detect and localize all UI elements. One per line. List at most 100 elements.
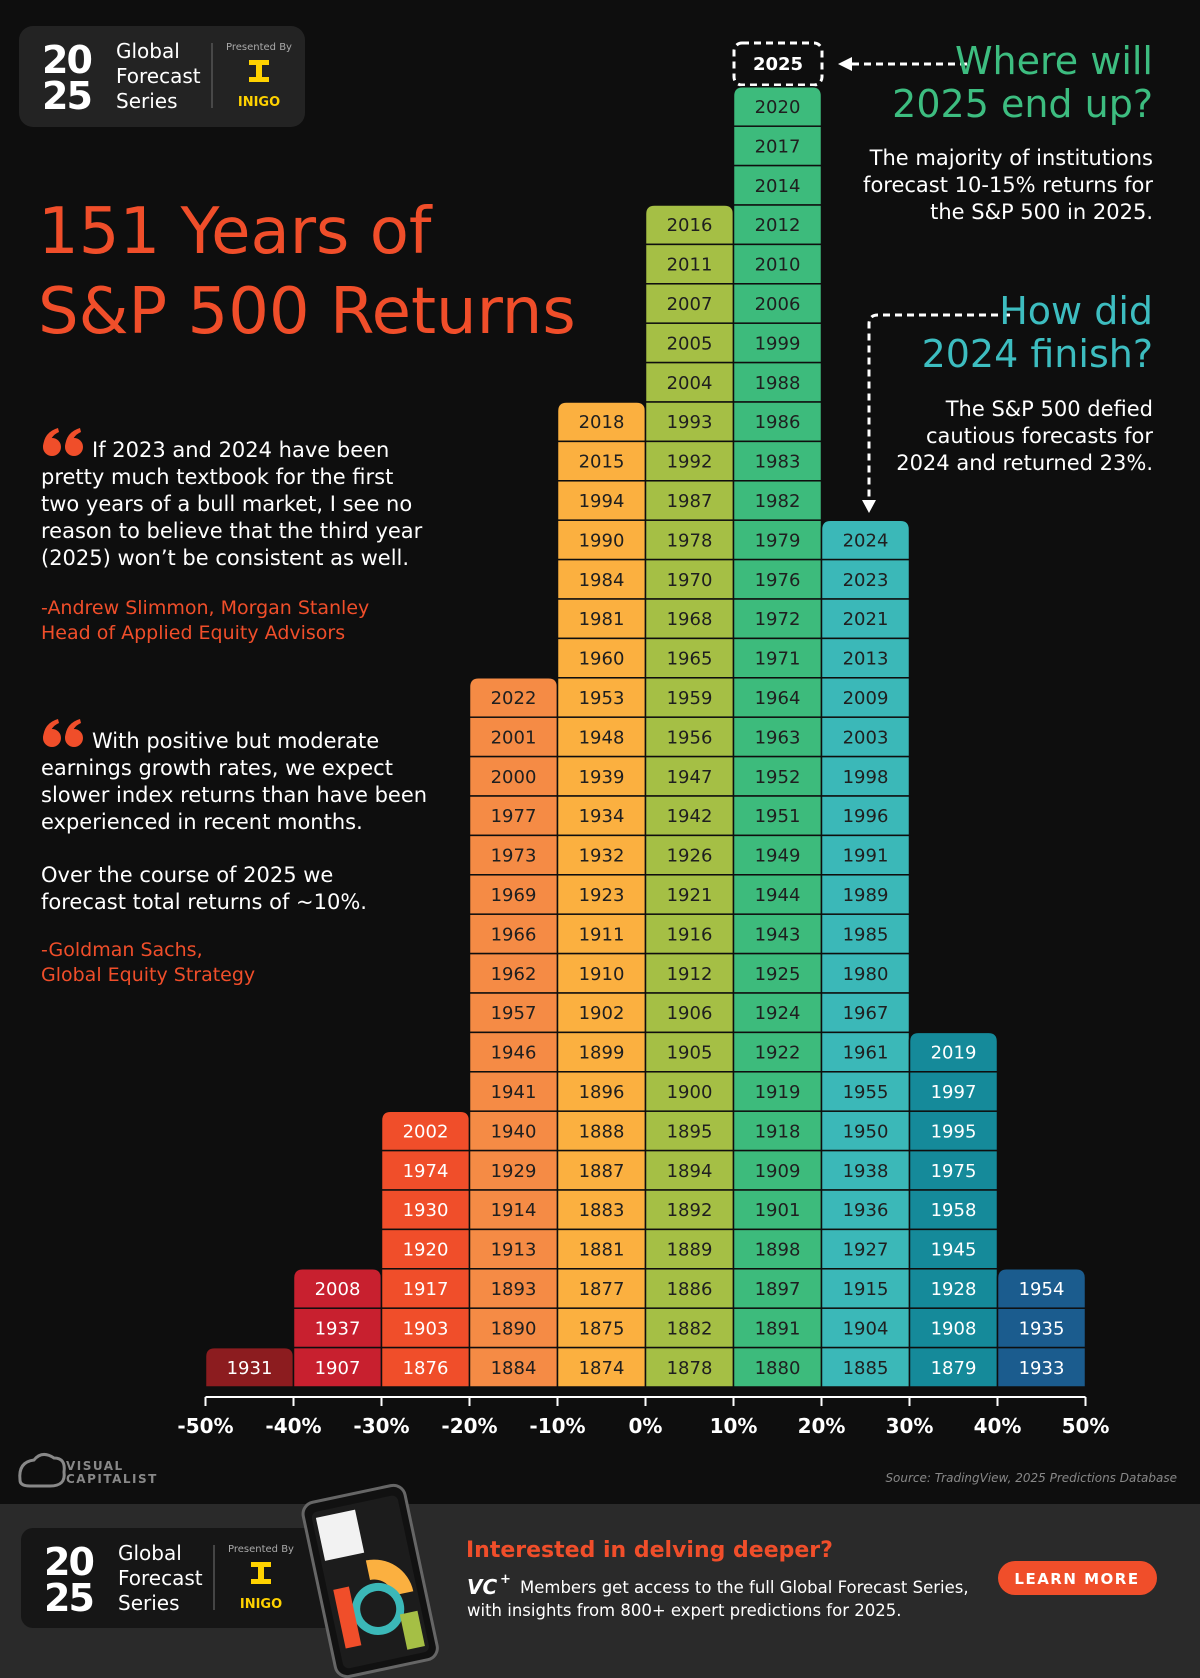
year-label: 1911	[579, 924, 625, 945]
year-cell	[468, 992, 559, 1034]
year-label: 2005	[667, 333, 713, 354]
x-tick-label: -40%	[265, 1414, 321, 1438]
logo-box	[21, 1528, 340, 1628]
year-label: 1882	[667, 1318, 713, 1339]
year-label: 1929	[491, 1161, 537, 1182]
year-label: 1915	[843, 1279, 889, 1300]
year-label: 1895	[667, 1121, 713, 1142]
button-label[interactable]: LEARN MORE	[1014, 1570, 1139, 1588]
logo-bottom: 25	[42, 74, 91, 118]
year-cell	[468, 1149, 559, 1191]
annotation-text: forecast 10-15% returns for	[863, 173, 1153, 197]
learn-more-button[interactable]: LEARN MORE	[998, 1561, 1157, 1595]
brand-text: CAPITALIST	[66, 1472, 158, 1486]
year-label: 1909	[755, 1161, 801, 1182]
year-cell	[820, 519, 911, 561]
year-cell	[820, 1031, 911, 1073]
year-cell	[996, 1307, 1087, 1349]
year-cell	[556, 598, 647, 640]
year-label: 2011	[667, 255, 713, 276]
quote-tail	[43, 719, 59, 738]
x-tick-label: 20%	[798, 1414, 846, 1438]
year-label: 1982	[755, 491, 801, 512]
year-label: 1965	[667, 649, 713, 670]
brand-text: VISUAL	[66, 1459, 124, 1473]
year-cell	[468, 1110, 559, 1152]
logo-bottom: 25	[44, 1576, 93, 1620]
year-label: 1887	[579, 1161, 625, 1182]
year-label: 1892	[667, 1200, 713, 1221]
year-cell	[644, 1228, 735, 1270]
x-tick-label: 50%	[1062, 1414, 1110, 1438]
year-cell	[644, 1346, 735, 1388]
series-line: Series	[118, 1591, 180, 1615]
year-label: 1934	[579, 806, 625, 827]
year-label: 1985	[843, 924, 889, 945]
annotation-heading: How did	[999, 289, 1153, 333]
year-cell	[732, 86, 823, 127]
year-label: 2015	[579, 452, 625, 473]
series-line: Series	[116, 89, 178, 113]
year-label: 2013	[843, 649, 889, 670]
year-cell	[820, 1110, 911, 1152]
year-label: 1979	[755, 530, 801, 551]
quote-tail	[43, 428, 59, 447]
year-label: 2017	[755, 136, 801, 157]
year-label: 1906	[667, 1003, 713, 1024]
annotation-text: The S&P 500 defied	[945, 397, 1153, 421]
year-cell	[644, 401, 735, 443]
year-cell	[468, 755, 559, 797]
year-cell	[820, 716, 911, 758]
year-cell	[468, 1189, 559, 1231]
year-label: 2006	[755, 294, 801, 315]
year-cell	[996, 1346, 1087, 1388]
year-cell	[908, 1228, 999, 1270]
button-bg[interactable]	[998, 1561, 1157, 1595]
phone-graphic	[301, 1483, 439, 1678]
title-line: 151 Years of	[38, 195, 433, 269]
year-cell	[556, 952, 647, 994]
arrow-head	[838, 57, 852, 71]
year-label: 1951	[755, 806, 801, 827]
year-label: 1913	[491, 1240, 537, 1261]
series-line: Global	[118, 1541, 182, 1565]
annotation-heading: 2024 finish?	[922, 332, 1153, 376]
footer-heading: Interested in delving deeper?	[466, 1538, 833, 1563]
footer-text: Members get access to the full Global Fo…	[520, 1578, 969, 1597]
year-label: 1958	[931, 1200, 977, 1221]
year-cell	[644, 243, 735, 285]
year-cell	[468, 1071, 559, 1112]
x-tick-label: 10%	[710, 1414, 758, 1438]
year-cell	[732, 952, 823, 994]
year-cell	[820, 874, 911, 915]
footer-text: with insights from 800+ expert predictio…	[467, 1601, 901, 1620]
year-label: 2020	[755, 97, 801, 118]
year-cell	[644, 755, 735, 797]
year-label: 2018	[579, 412, 625, 433]
year-label: 2000	[491, 767, 537, 788]
year-cell	[644, 1031, 735, 1073]
annotation-text: 2024 and returned 23%.	[896, 451, 1153, 475]
year-label: 1876	[403, 1358, 449, 1379]
year-label: 1988	[755, 373, 801, 394]
year-cell	[732, 125, 823, 167]
header-logo: 20 25 Global Forecast Series Presented B…	[19, 26, 305, 127]
year-cell	[732, 1228, 823, 1270]
year-cell	[644, 440, 735, 482]
year-label: 1976	[755, 570, 801, 591]
quote-line: two years of a bull market, I see no	[41, 492, 412, 516]
forecast-box	[732, 41, 824, 87]
year-cell	[908, 1189, 999, 1231]
year-label: 1957	[491, 1003, 537, 1024]
annotation-heading: Where will	[955, 39, 1153, 83]
year-cell	[644, 1268, 735, 1309]
year-cell	[644, 1189, 735, 1231]
year-cell	[732, 755, 823, 797]
year-label: 1942	[667, 806, 713, 827]
year-cell	[820, 558, 911, 600]
year-cell	[732, 677, 823, 718]
year-label: 1944	[755, 885, 801, 906]
quote-mark	[43, 428, 83, 456]
year-label: 1953	[579, 688, 625, 709]
year-cell	[556, 1228, 647, 1270]
